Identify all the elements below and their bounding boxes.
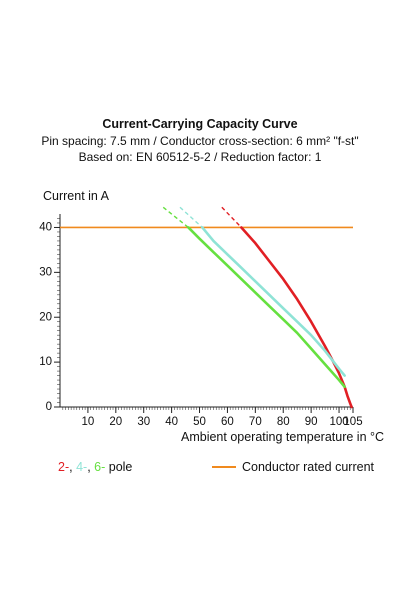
legend-4-pole: 4- (76, 460, 88, 474)
chart-subtitle-1: Pin spacing: 7.5 mm / Conductor cross-se… (41, 134, 359, 148)
legend-6-pole: 6- (94, 460, 106, 474)
series-6-pole-line (187, 226, 346, 389)
series-4-pole-line (201, 226, 346, 377)
x-tick-label: 60 (221, 416, 234, 428)
x-tick-label: 10 (82, 416, 95, 428)
rated-current-swatch (212, 466, 236, 468)
chart-title: Current-Carrying Capacity Curve (102, 117, 298, 131)
y-axis-label: Current in A (43, 189, 110, 203)
y-tick-label: 10 (39, 356, 52, 368)
series-2-pole-line (240, 226, 353, 409)
legend-rated-label: Conductor rated current (242, 460, 375, 474)
x-axis-label: Ambient operating temperature in °C (181, 430, 384, 444)
x-tick-label: 100 (329, 416, 348, 428)
x-tick-label: 90 (305, 416, 318, 428)
series-6-pole-extension (162, 206, 189, 229)
y-tick-label: 0 (46, 401, 52, 413)
y-tick-label: 30 (39, 266, 52, 278)
x-tick-label: 50 (193, 416, 206, 428)
legend-rated-current: Conductor rated current (212, 460, 374, 474)
legend-2-pole: 2- (58, 460, 70, 474)
x-tick-label: 105 (343, 416, 362, 428)
x-tick-label: 40 (165, 416, 178, 428)
x-tick-label: 80 (277, 416, 290, 428)
series-4-pole-extension (179, 206, 203, 228)
y-tick-label: 40 (39, 221, 52, 233)
legend-separator: , (87, 460, 95, 474)
x-tick-label: 70 (249, 416, 262, 428)
series-layer (60, 206, 353, 409)
chart-subtitle-2: Based on: EN 60512-5-2 / Reduction facto… (78, 150, 322, 164)
legend-pole-suffix: pole (105, 460, 133, 474)
legend-poles: 2-, 4-, 6- pole (58, 460, 132, 474)
x-tick-label: 30 (137, 416, 150, 428)
x-tick-label: 20 (109, 416, 122, 428)
series-2-pole-extension (221, 206, 242, 228)
legend-separator: , (69, 460, 77, 474)
y-tick-label: 20 (39, 311, 52, 323)
